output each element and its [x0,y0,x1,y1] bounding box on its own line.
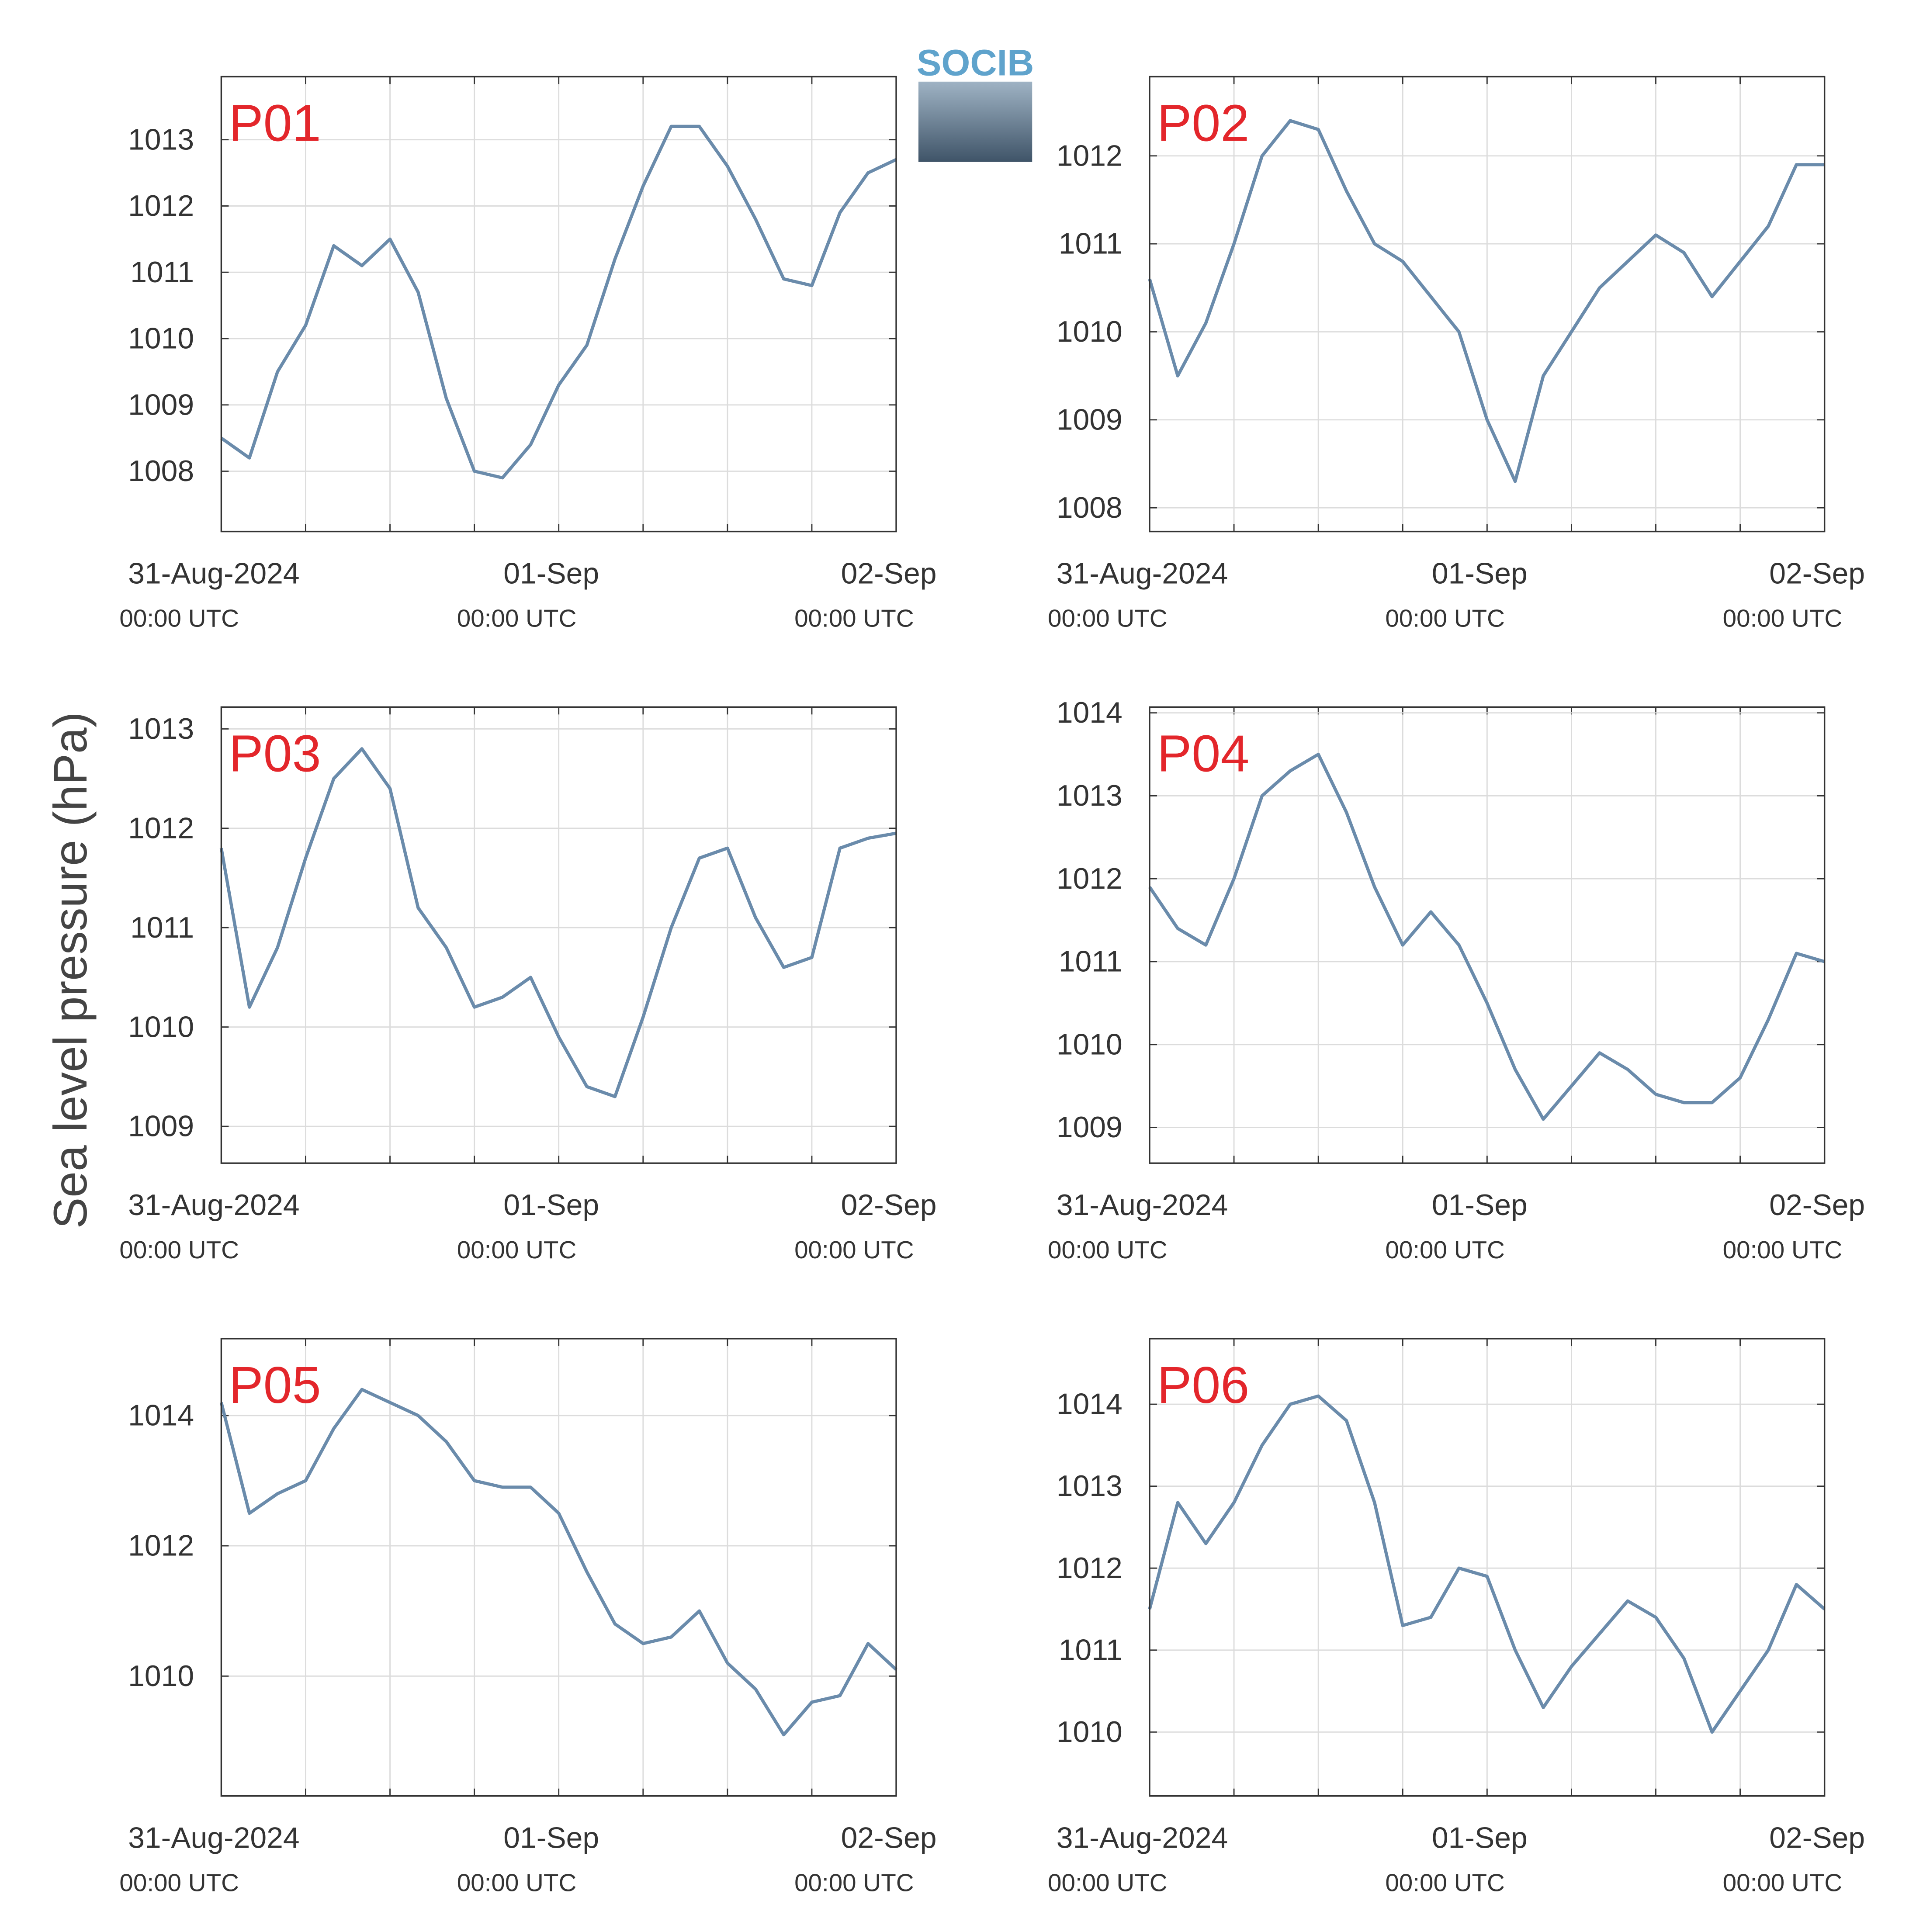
x-tick-label: 02-Sep [1769,557,1865,590]
x-tick-sublabel: 00:00 UTC [1723,604,1843,632]
x-tick-label: 31-Aug-2024 [128,1822,299,1855]
y-tick-label: 1012 [128,190,194,222]
data-line [219,747,897,1098]
x-tick-sublabel: 00:00 UTC [794,1236,914,1264]
x-tick-sublabel: 00:00 UTC [794,1869,914,1897]
x-tick-sublabel: 00:00 UTC [794,604,914,632]
x-tick-sublabel: 00:00 UTC [119,1869,239,1897]
subplot-title: P04 [1157,724,1249,782]
subplot-title: P01 [229,94,321,152]
y-tick-label: 1010 [128,1660,194,1693]
subplot: 1010 1012 1014 31-Aug-2024 00:00 UTC 01-Sep 00… [119,1338,937,1897]
data-line [1148,1394,1826,1734]
subplot: 1008 1009 1010 1011 1012 31-Aug-2024 00:00 UTC… [1048,76,1865,632]
x-tick-sublabel: 00:00 UTC [1385,604,1505,632]
y-tick-label: 1012 [128,812,194,845]
y-tick-label: 1010 [128,322,194,355]
x-tick-label: 02-Sep [841,1189,937,1222]
x-tick-label: 31-Aug-2024 [1057,1189,1228,1222]
x-tick-sublabel: 00:00 UTC [119,1236,239,1264]
y-tick-label: 1008 [1057,492,1123,524]
y-tick-label: 1010 [128,1011,194,1043]
y-tick-label: 1008 [128,455,194,488]
x-tick-sublabel: 00:00 UTC [457,1869,577,1897]
y-tick-label: 1011 [130,256,194,289]
y-tick-label: 1011 [1059,228,1123,260]
y-tick-label: 1011 [1059,1634,1123,1666]
x-tick-sublabel: 00:00 UTC [1048,1236,1168,1264]
y-tick-label: 1011 [1059,945,1123,978]
y-tick-label: 1012 [1057,862,1123,895]
y-tick-label: 1012 [128,1530,194,1562]
subplot: 1008 1009 1010 1011 1012 1013 31-Aug-2024 00:00… [119,76,937,632]
y-tick-label: 1013 [128,123,194,156]
data-line [1148,119,1825,483]
y-tick-label: 1010 [1057,1028,1123,1061]
y-tick-label: 1013 [1057,1470,1123,1503]
axes-frame [220,76,897,533]
data-line [219,1388,897,1737]
x-tick-label: 01-Sep [1432,557,1528,590]
x-tick-sublabel: 00:00 UTC [1385,1869,1505,1897]
y-tick-label: 1014 [128,1399,194,1432]
data-line [1148,752,1825,1121]
y-tick-label: 1013 [1057,779,1123,812]
y-tick-label: 1014 [1057,696,1123,729]
x-tick-sublabel: 00:00 UTC [1723,1236,1843,1264]
x-tick-label: 01-Sep [503,1822,599,1855]
logo-text: SOCIB [917,42,1034,83]
x-tick-sublabel: 00:00 UTC [119,604,239,632]
y-tick-label: 1012 [1057,1552,1123,1585]
axes-frame [1149,706,1826,1164]
y-tick-label: 1009 [1057,403,1123,436]
y-tick-label: 1011 [130,911,194,944]
subplot-title: P03 [229,724,321,782]
y-tick-label: 1009 [128,388,194,421]
subplot: 1010 1011 1012 1013 1014 31-Aug-2024 00:00 UTC… [1048,1338,1865,1897]
axes-frame [220,706,897,1164]
x-tick-label: 31-Aug-2024 [1057,1822,1228,1855]
x-tick-label: 01-Sep [1432,1822,1528,1855]
x-tick-label: 31-Aug-2024 [128,557,299,590]
x-tick-label: 31-Aug-2024 [128,1189,299,1222]
subplot-title: P06 [1157,1356,1249,1414]
subplot-title: P05 [229,1356,321,1414]
axes-frame [220,1338,897,1797]
y-axis-label: Sea level pressure (hPa) [44,712,97,1229]
data-line [220,125,897,480]
subplot-title: P02 [1157,94,1249,152]
axes-frame [1149,1338,1826,1797]
logo: SOCIB [917,42,1034,162]
x-tick-label: 01-Sep [1432,1189,1528,1222]
x-tick-sublabel: 00:00 UTC [1048,604,1168,632]
x-tick-label: 02-Sep [841,1822,937,1855]
y-tick-label: 1014 [1057,1388,1123,1421]
y-tick-label: 1010 [1057,315,1123,348]
logo-graphic [918,81,1032,162]
x-tick-sublabel: 00:00 UTC [1385,1236,1505,1264]
x-tick-sublabel: 00:00 UTC [1048,1869,1168,1897]
x-tick-label: 01-Sep [503,557,599,590]
y-tick-label: 1009 [1057,1111,1123,1144]
axes-frame [1149,76,1826,533]
x-tick-label: 02-Sep [1769,1822,1865,1855]
x-tick-sublabel: 00:00 UTC [457,604,577,632]
subplot: 1009 1010 1011 1012 1013 31-Aug-2024 00:00 UTC… [119,706,937,1264]
x-tick-label: 31-Aug-2024 [1057,557,1228,590]
x-tick-label: 01-Sep [503,1189,599,1222]
subplot: 1009 1010 1011 1012 1013 1014 31-Aug-2024 00:00… [1048,696,1865,1264]
x-tick-label: 02-Sep [841,557,937,590]
y-tick-label: 1009 [128,1110,194,1143]
y-tick-label: 1010 [1057,1716,1123,1748]
x-tick-label: 02-Sep [1769,1189,1865,1222]
x-tick-sublabel: 00:00 UTC [457,1236,577,1264]
x-tick-sublabel: 00:00 UTC [1723,1869,1843,1897]
y-tick-label: 1012 [1057,139,1123,172]
y-tick-label: 1013 [128,713,194,745]
